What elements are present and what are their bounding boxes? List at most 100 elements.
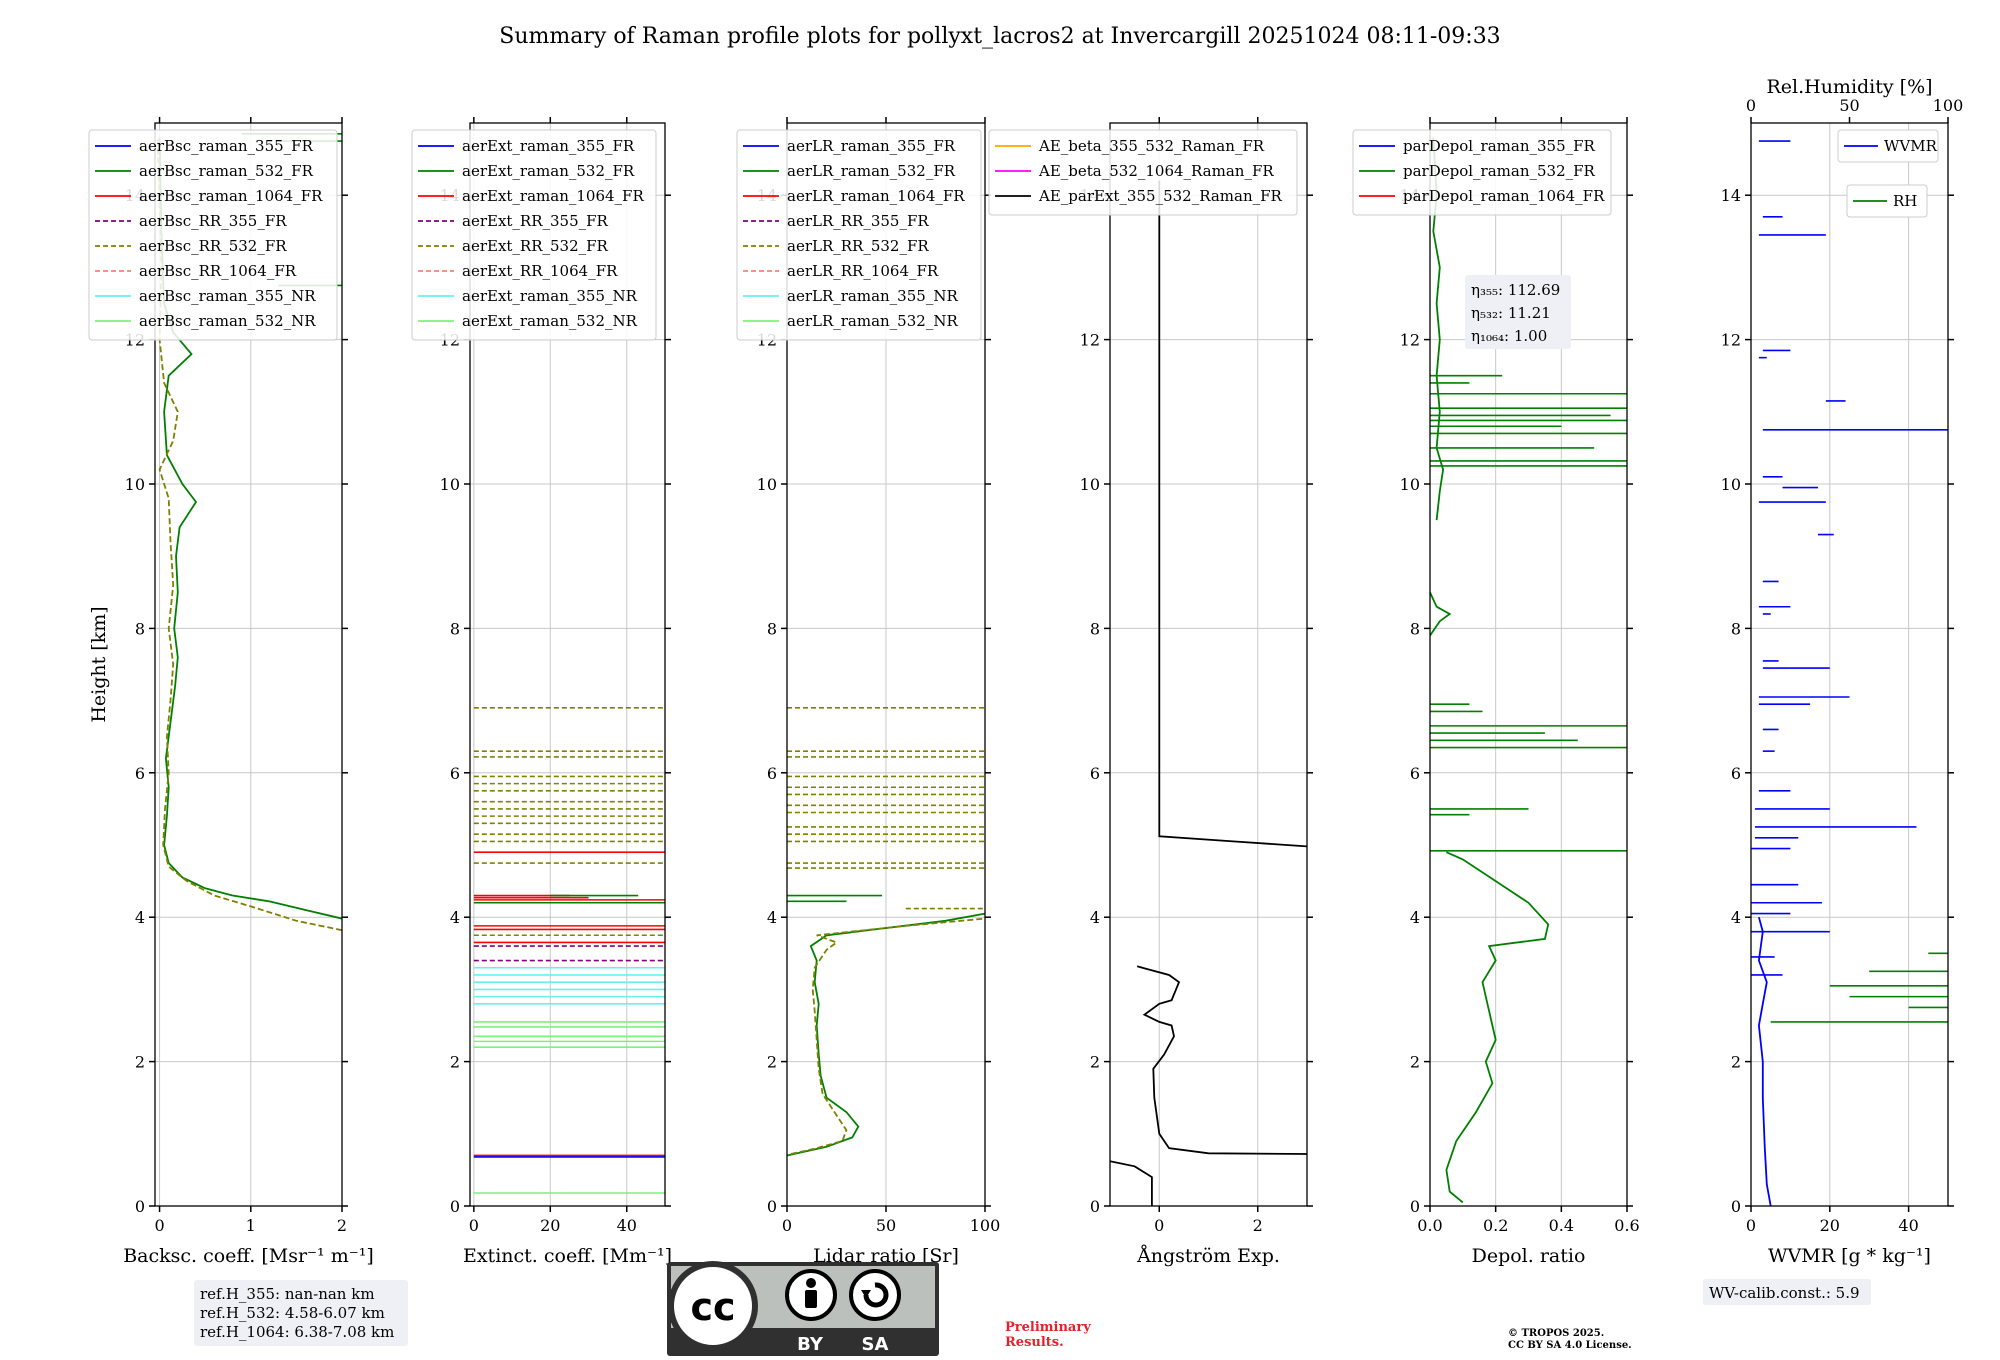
x-tick-label: 2	[337, 1216, 347, 1235]
svg-text:cc: cc	[690, 1285, 735, 1329]
series-line	[156, 137, 342, 932]
wv-calib-box: WV-calib.const.: 5.9	[1703, 1279, 1871, 1305]
series-line	[1136, 965, 1307, 1155]
y-tick-label: 6	[135, 764, 145, 783]
legend-label: aerBsc_raman_532_FR	[139, 162, 314, 180]
y-tick-label: 12	[1721, 331, 1741, 350]
y-tick-label: 6	[1090, 764, 1100, 783]
legend: aerExt_raman_355_FR aerExt_raman_532_FRae…	[411, 129, 657, 341]
annotation-line: η₃₅₅: 112.69	[1471, 281, 1560, 299]
y-tick-label: 4	[1410, 908, 1420, 927]
legend-label: aerExt_raman_1064_FR	[462, 187, 644, 205]
y-tick-label: 2	[1731, 1053, 1741, 1072]
legend-label: RH	[1893, 192, 1917, 210]
legend-label: aerLR_raman_355_NR	[787, 287, 958, 305]
y-tick-label: 10	[1080, 475, 1100, 494]
x-tick-label: 20	[1820, 1216, 1840, 1235]
x2-tick-label: 0	[1746, 96, 1756, 115]
y-tick-label: 2	[135, 1053, 145, 1072]
legend-label: WVMR	[1884, 137, 1938, 155]
legend: AE_beta_355_532_Raman_FR AE_beta_532_1064…	[988, 129, 1298, 216]
legend-label: AE_parExt_355_532_Raman_FR	[1038, 187, 1283, 205]
legend-label: parDepol_raman_1064_FR	[1403, 187, 1605, 205]
legend-label: aerExt_RR_1064_FR	[462, 262, 618, 280]
ref-height-1064: ref.H_1064: 6.38-7.08 km	[200, 1323, 394, 1341]
series-line	[1158, 180, 1307, 848]
legend-label: aerExt_RR_532_FR	[462, 237, 609, 255]
y-tick-label: 10	[440, 475, 460, 494]
legend-label: aerExt_raman_355_NR	[462, 287, 638, 305]
x-axis-label: WVMR [g * kg⁻¹]	[1768, 1245, 1931, 1267]
y-tick-label: 8	[450, 619, 460, 638]
gridlines	[1110, 123, 1307, 1207]
ref-height-box: ref.H_355: nan-nan km ref.H_532: 4.58-6.…	[194, 1280, 408, 1346]
y-tick-label: 8	[135, 619, 145, 638]
y-axis-label: Height [km]	[88, 606, 110, 722]
legend-box	[88, 129, 338, 341]
x-tick-label: 20	[540, 1216, 560, 1235]
legend-label: aerBsc_raman_355_NR	[139, 287, 316, 305]
x-axis-label: Depol. ratio	[1472, 1245, 1586, 1267]
y-tick-label: 14	[1721, 186, 1741, 205]
x-tick-label: 0	[469, 1216, 479, 1235]
y-tick-label: 0	[1410, 1197, 1420, 1216]
y-tick-label: 2	[767, 1053, 777, 1072]
series-line	[1432, 137, 1445, 521]
eta-annotation: η₃₅₅: 112.69 η₅₃₂: 11.21 η₁₀₆₄: 1.00	[1465, 275, 1571, 349]
panel-4: 0246810121402Ångström Exp.AE_beta_355_53…	[988, 117, 1313, 1267]
y-tick-label: 4	[1731, 908, 1741, 927]
y-tick-label: 0	[135, 1197, 145, 1216]
panels: 02468101214012Backsc. coeff. [Msr⁻¹ m⁻¹]…	[88, 76, 1964, 1267]
y-tick-label: 6	[1410, 764, 1420, 783]
panel-1: 02468101214012Backsc. coeff. [Msr⁻¹ m⁻¹]…	[88, 117, 374, 1267]
plot-area	[787, 707, 985, 1157]
y-tick-label: 8	[1090, 619, 1100, 638]
x-axis-label: Extinct. coeff. [Mm⁻¹]	[463, 1245, 672, 1267]
y-tick-label: 6	[767, 764, 777, 783]
x2-tick-label: 100	[1933, 96, 1964, 115]
x-tick-label: 0	[154, 1216, 164, 1235]
y-tick-label: 2	[450, 1053, 460, 1072]
series-line	[158, 137, 342, 920]
x-tick-label: 0	[782, 1216, 792, 1235]
legend-label: aerExt_raman_532_FR	[462, 162, 635, 180]
x-tick-label: 40	[1898, 1216, 1918, 1235]
legend-label: aerBsc_RR_1064_FR	[139, 262, 297, 280]
legend-box	[1352, 129, 1612, 216]
y-tick-label: 6	[1731, 764, 1741, 783]
x-tick-label: 1	[246, 1216, 256, 1235]
y-tick-label: 4	[767, 908, 777, 927]
panel-2: 0246810121402040Extinct. coeff. [Mm⁻¹]ae…	[411, 117, 672, 1267]
legend-label: aerBsc_raman_355_FR	[139, 137, 314, 155]
x-axis-label: Backsc. coeff. [Msr⁻¹ m⁻¹]	[123, 1245, 374, 1267]
axes-frame	[1109, 122, 1308, 1207]
annotation-line: η₁₀₆₄: 1.00	[1471, 327, 1547, 345]
legend-label: aerLR_raman_1064_FR	[787, 187, 965, 205]
legend-label: aerExt_RR_355_FR	[462, 212, 609, 230]
y-tick-label: 12	[1080, 331, 1100, 350]
x-tick-label: 0	[1154, 1216, 1164, 1235]
legend: parDepol_raman_355_FR parDepol_raman_532_…	[1352, 129, 1612, 216]
y-tick-label: 10	[757, 475, 777, 494]
ref-height-532: ref.H_532: 4.58-6.07 km	[200, 1304, 385, 1322]
legend-box	[411, 129, 657, 341]
y-tick-label: 10	[125, 475, 145, 494]
x-tick-label: 40	[617, 1216, 637, 1235]
series-line	[790, 917, 985, 1155]
legend: WVMR RH	[1837, 129, 1939, 218]
annotation-box	[1465, 275, 1571, 349]
series-line	[1110, 1160, 1153, 1206]
legend-label: aerBsc_RR_355_FR	[139, 212, 287, 230]
y-tick-label: 4	[450, 908, 460, 927]
y-tick-label: 8	[767, 619, 777, 638]
series-line	[1757, 916, 1772, 1206]
cc-license-badge: cc BY SA	[667, 1261, 939, 1356]
x-axis-label: Ångström Exp.	[1136, 1245, 1280, 1267]
x2-axis-label: Rel.Humidity [%]	[1766, 76, 1932, 98]
license-by-label: BY	[797, 1334, 824, 1355]
legend-label: aerExt_raman_532_NR	[462, 312, 638, 330]
y-tick-label: 8	[1731, 619, 1741, 638]
y-tick-label: 2	[1090, 1053, 1100, 1072]
